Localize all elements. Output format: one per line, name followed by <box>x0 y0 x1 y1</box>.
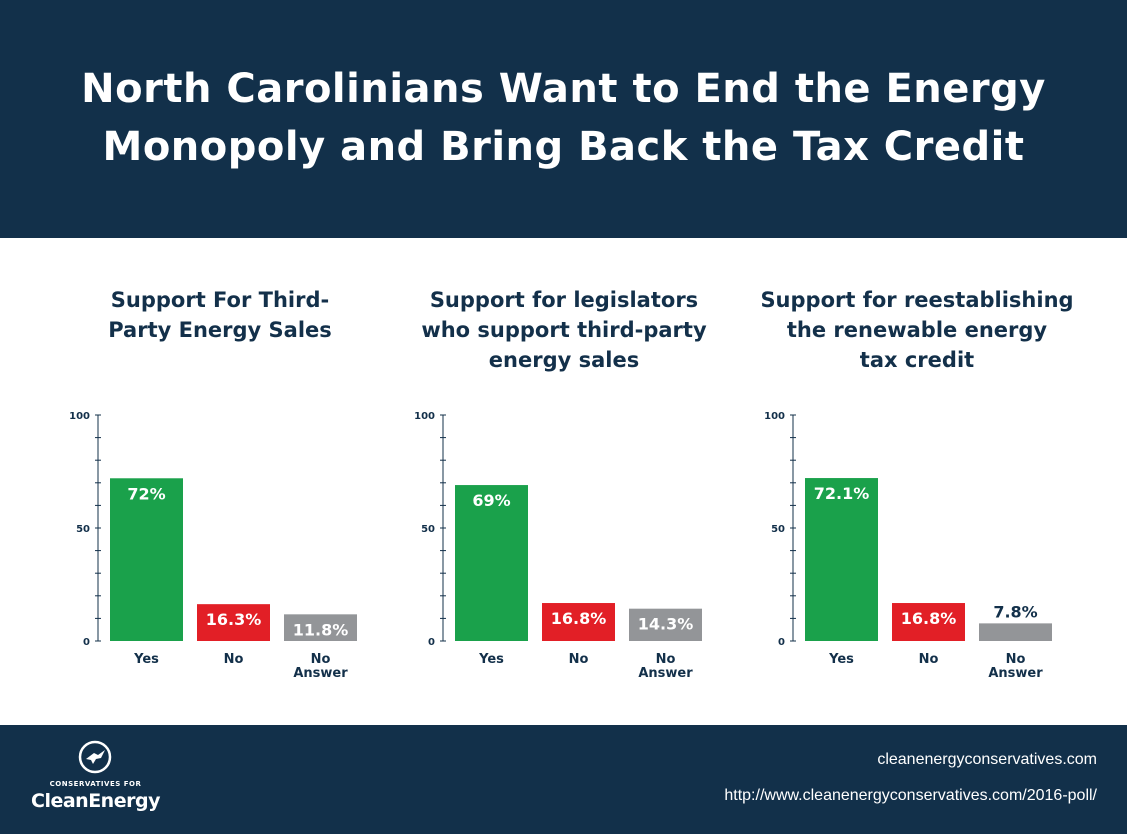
value-label: 72% <box>127 484 165 503</box>
chart-3-title-line-2: the renewable energy <box>786 318 1048 342</box>
category-label: No <box>224 652 244 667</box>
value-label: 69% <box>472 491 510 510</box>
footer-url-link[interactable]: http://www.cleanenergyconservatives.com/… <box>724 787 1097 804</box>
eagle-logo-icon <box>78 740 112 774</box>
category-label: Yes <box>478 652 504 667</box>
header-banner: North Carolinians Want to End the Energy… <box>0 0 1127 238</box>
logo-small-text: CONSERVATIVES FOR <box>49 780 142 788</box>
chart-2-title-line-1: Support for legislators <box>429 288 699 312</box>
category-label: No Answer <box>988 652 1043 681</box>
chart-1-title-line-1: Support For Third- <box>110 288 330 312</box>
value-label: 11.8% <box>293 620 349 639</box>
y-tick-label: 0 <box>83 637 90 648</box>
footer: CONSERVATIVES FOR CleanEnergy cleanenerg… <box>0 725 1127 834</box>
chart-3-title-line-1: Support for reestablishing <box>760 288 1074 312</box>
value-label: 72.1% <box>814 484 870 503</box>
bar-no-answer <box>284 614 357 641</box>
bar-no <box>892 603 965 641</box>
chart-1-title: Support For Third- Party Energy Sales <box>40 285 400 345</box>
y-tick-label: 0 <box>778 637 785 648</box>
value-label: 14.3% <box>638 615 694 634</box>
category-label: No <box>919 652 939 667</box>
chart-3-title: Support for reestablishing the renewable… <box>737 285 1097 375</box>
chart-3-title-line-3: tax credit <box>859 348 975 372</box>
y-tick-label: 100 <box>764 411 785 422</box>
bar-yes <box>455 485 528 641</box>
y-tick-label: 50 <box>421 524 435 535</box>
chart-3: 0 50 100 72.1% Yes 16.8% No 7.8% No Answer <box>764 411 1052 681</box>
category-label: No Answer <box>293 652 348 681</box>
conservatives-for-clean-energy-logo: CONSERVATIVES FOR CleanEnergy <box>28 740 163 820</box>
bar-no-answer <box>629 608 702 641</box>
chart-2: 0 50 100 69% Yes 16.8% No 14.3% No Answer <box>414 411 702 681</box>
category-label: Yes <box>133 652 159 667</box>
page-title-line-1: North Carolinians Want to End the Energy <box>81 66 1046 112</box>
bar-yes <box>110 478 183 641</box>
bar-no <box>197 604 270 641</box>
y-tick-label: 50 <box>771 524 785 535</box>
y-tick-label: 0 <box>428 637 435 648</box>
value-label: 16.8% <box>901 609 957 628</box>
bar-charts: 0 50 100 72% Yes 16.3% No 11.8% No Answer 0 50 100 69… <box>69 411 1052 681</box>
chart-2-title-line-2: who support third-party <box>421 318 707 342</box>
value-label: 16.3% <box>206 610 262 629</box>
page-title-line-2: Monopoly and Bring Back the Tax Credit <box>102 124 1025 170</box>
category-label: Yes <box>828 652 854 667</box>
y-tick-label: 100 <box>69 411 90 422</box>
value-label: 16.8% <box>551 609 607 628</box>
category-label: No Answer <box>638 652 693 681</box>
bar-no <box>542 603 615 641</box>
chart-1: 0 50 100 72% Yes 16.3% No 11.8% No Answer <box>69 411 357 681</box>
value-label: 7.8% <box>993 602 1037 621</box>
y-tick-label: 50 <box>76 524 90 535</box>
chart-2-title-line-3: energy sales <box>488 348 640 372</box>
bar-yes <box>805 478 878 641</box>
footer-site-link[interactable]: cleanenergyconservatives.com <box>877 751 1097 768</box>
y-tick-label: 100 <box>414 411 435 422</box>
chart-2-title: Support for legislators who support thir… <box>384 285 744 375</box>
page-title: North Carolinians Want to End the Energy… <box>0 60 1127 176</box>
bar-no-answer <box>979 623 1052 641</box>
logo-big-text: CleanEnergy <box>31 790 160 812</box>
chart-1-title-line-2: Party Energy Sales <box>108 318 332 342</box>
category-label: No <box>569 652 589 667</box>
